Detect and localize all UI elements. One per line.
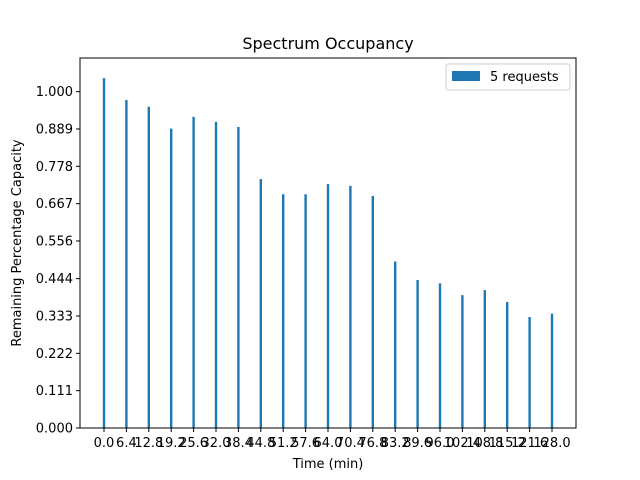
bar	[416, 280, 419, 428]
x-tick-label: 96.0	[426, 436, 455, 451]
y-tick-label: 0.222	[36, 347, 73, 362]
y-tick-label: 1.000	[36, 85, 73, 100]
legend-label: 5 requests	[490, 70, 559, 85]
x-tick-label: 44.8	[246, 436, 275, 451]
x-tick-label: 89.6	[403, 436, 432, 451]
bar	[214, 121, 218, 428]
bar	[438, 283, 442, 428]
x-tick-label: 6.4	[116, 436, 137, 451]
y-tick-label: 0.333	[36, 309, 73, 324]
bar	[304, 194, 307, 428]
y-axis-label: Remaining Percentage Capacity	[10, 139, 25, 347]
bar	[170, 128, 173, 428]
y-axis-ticks: 0.000 0.111 0.222 0.333 0.444 0.556 0.667 0.778…	[36, 85, 80, 437]
bar	[461, 295, 464, 428]
y-tick-label: 0.667	[36, 197, 73, 212]
x-tick-label: 32.0	[202, 436, 231, 451]
x-tick-label: 121.6	[511, 436, 548, 451]
x-tick-label: 12.8	[134, 436, 163, 451]
bar	[550, 313, 554, 428]
y-tick-label: 0.000	[36, 422, 73, 437]
x-tick-label: 102.4	[444, 436, 481, 451]
y-tick-label: 0.556	[36, 234, 73, 249]
bar	[282, 194, 285, 428]
x-axis-label: Time (min)	[292, 457, 364, 472]
bar	[349, 185, 352, 428]
x-axis-ticks: 0.0 6.412.819.225.632.038.444.851.257.664…	[94, 428, 571, 451]
bar	[259, 179, 262, 428]
bar	[371, 195, 374, 428]
x-tick-label: 51.2	[269, 436, 298, 451]
x-tick-label: 70.4	[336, 436, 365, 451]
bar	[147, 106, 150, 429]
chart-title: Spectrum Occupancy	[242, 34, 413, 53]
x-tick-label: 115.2	[489, 436, 526, 451]
bar	[192, 116, 195, 429]
y-tick-label: 0.444	[36, 272, 73, 287]
y-tick-label: 0.111	[36, 384, 73, 399]
bar	[237, 126, 240, 428]
bar	[528, 317, 531, 428]
bar	[506, 301, 509, 428]
x-tick-label: 38.4	[224, 436, 253, 451]
x-tick-label: 25.6	[179, 436, 208, 451]
bars-layer	[102, 78, 554, 429]
legend: 5 requests	[445, 63, 571, 91]
x-tick-label: 108.8	[466, 436, 503, 451]
x-tick-label: 83.2	[381, 436, 410, 451]
bar	[326, 184, 330, 428]
x-tick-label: 19.2	[157, 436, 186, 451]
y-tick-label: 0.889	[36, 122, 73, 137]
bar	[394, 261, 397, 428]
x-tick-label: 64.0	[314, 436, 343, 451]
bar	[102, 78, 106, 429]
bar	[125, 100, 128, 429]
x-tick-label: 57.6	[291, 436, 320, 451]
x-tick-label: 128.0	[533, 436, 570, 451]
legend-box	[445, 63, 571, 91]
x-tick-label: 76.8	[358, 436, 387, 451]
legend-swatch	[452, 71, 480, 81]
x-tick-label: 0.0	[94, 436, 115, 451]
bar	[483, 290, 486, 428]
y-tick-label: 0.778	[36, 160, 73, 175]
